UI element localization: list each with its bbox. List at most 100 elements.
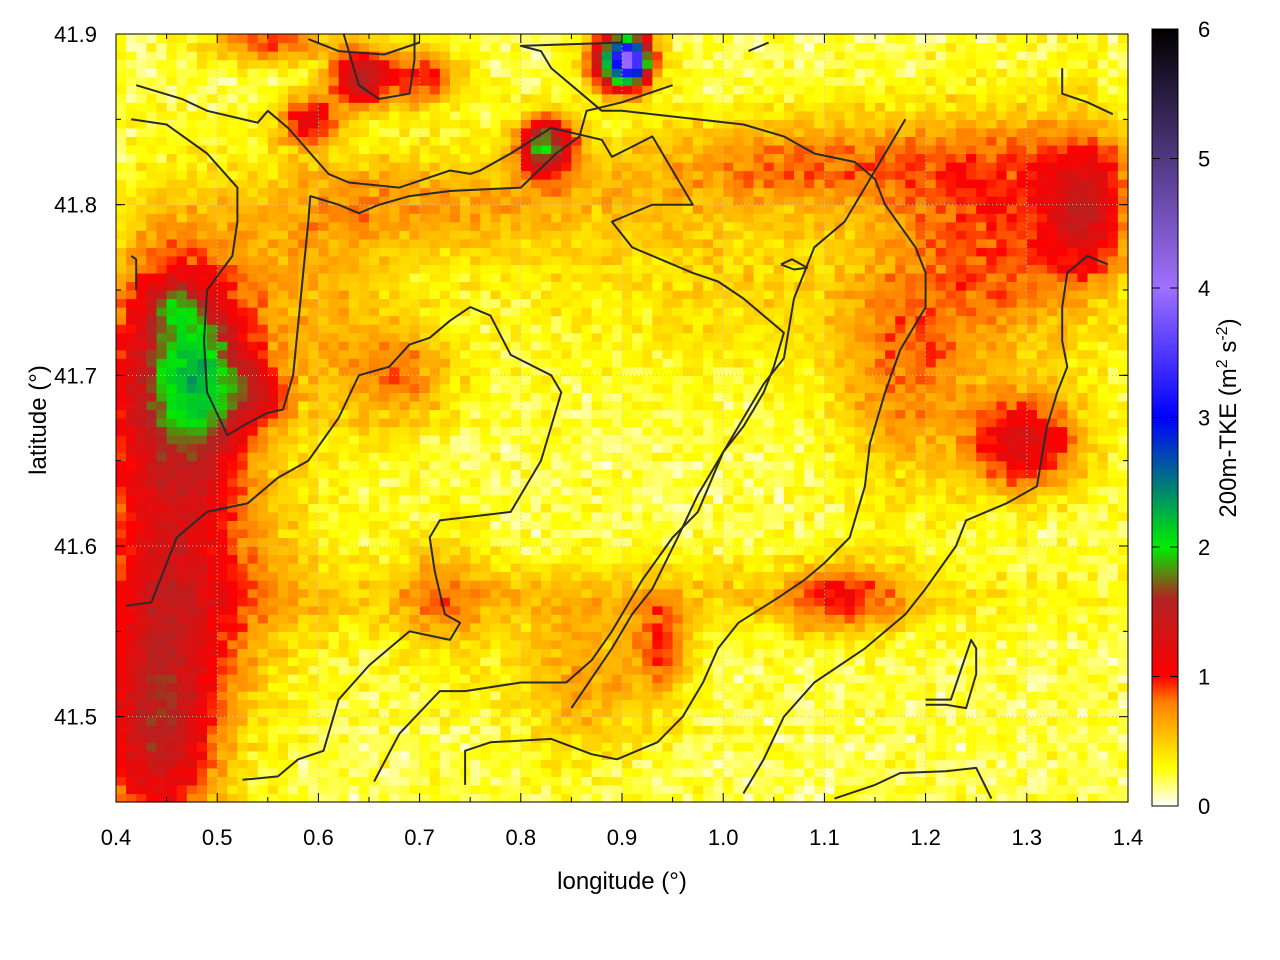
heatmap-cell (136, 767, 147, 777)
heatmap-cell (439, 264, 451, 274)
heatmap-cell (237, 691, 249, 701)
heatmap-cell (470, 85, 481, 95)
heatmap-cell (449, 153, 461, 163)
heatmap-cell (389, 136, 400, 146)
heatmap-cell (470, 93, 481, 103)
heatmap-cell (116, 315, 127, 325)
heatmap-cell (591, 247, 603, 257)
heatmap-cell (237, 76, 249, 86)
heatmap-cell (298, 179, 309, 189)
heatmap-cell (470, 716, 481, 726)
heatmap-cell (460, 93, 471, 103)
heatmap-cell (662, 759, 674, 769)
heatmap-cell (267, 409, 279, 419)
heatmap-cell (328, 255, 340, 265)
heatmap-cell (561, 68, 572, 78)
heatmap-cell (470, 452, 481, 462)
heatmap-cell (439, 605, 451, 615)
heatmap-cell (186, 409, 198, 419)
heatmap-cell (126, 750, 137, 760)
heatmap-cell (308, 187, 319, 197)
heatmap-cell (126, 648, 137, 658)
heatmap-cell (419, 298, 431, 308)
heatmap-cell (338, 656, 350, 667)
heatmap-cell (662, 51, 674, 61)
heatmap-cell (166, 767, 178, 777)
heatmap-cell (146, 426, 158, 436)
heatmap-cell (369, 494, 380, 504)
heatmap-cell (399, 776, 411, 786)
heatmap-cell (288, 708, 299, 718)
heatmap-cell (571, 622, 583, 632)
heatmap-cell (389, 68, 400, 78)
heatmap-cell (520, 315, 532, 325)
heatmap-cell (622, 674, 633, 684)
heatmap-cell (288, 119, 299, 129)
heatmap-cell (449, 443, 461, 453)
heatmap-cell (277, 136, 289, 146)
heatmap-cell (652, 725, 664, 735)
heatmap-cell (460, 136, 471, 146)
heatmap-cell (207, 742, 218, 752)
heatmap-cell (449, 213, 461, 223)
heatmap-cell (369, 42, 380, 52)
heatmap-cell (632, 375, 643, 385)
heatmap-cell (662, 153, 674, 163)
heatmap-cell (541, 443, 552, 453)
heatmap-cell (257, 272, 269, 283)
heatmap-cell (227, 477, 239, 487)
heatmap-cell (277, 349, 289, 359)
heatmap-cell (510, 520, 522, 530)
heatmap-cell (642, 503, 653, 513)
heatmap-cell (126, 503, 137, 513)
heatmap-cell (308, 665, 319, 675)
heatmap-cell (389, 691, 400, 701)
heatmap-cell (298, 366, 309, 376)
heatmap-cell (328, 656, 340, 667)
heatmap-cell (227, 656, 239, 667)
heatmap-cell (277, 272, 289, 283)
heatmap-cell (389, 213, 400, 223)
heatmap-cell (409, 426, 421, 436)
heatmap-cell (652, 460, 664, 470)
heatmap-cell (419, 136, 431, 146)
heatmap-cell (338, 179, 350, 189)
heatmap-cell (348, 375, 360, 385)
heatmap-cell (611, 221, 623, 231)
heatmap-cell (500, 102, 512, 112)
heatmap-cell (379, 776, 390, 786)
heatmap-cell (490, 708, 502, 718)
heatmap-cell (581, 127, 593, 137)
heatmap-cell (399, 691, 411, 701)
heatmap-cell (358, 307, 370, 317)
heatmap-cell (136, 366, 147, 376)
heatmap-cell (237, 674, 249, 684)
heatmap-cell (328, 691, 340, 701)
heatmap-cell (116, 528, 127, 539)
heatmap-cell (622, 477, 633, 487)
heatmap-cell (348, 204, 360, 214)
heatmap-cell (308, 793, 319, 803)
heatmap-cell (348, 119, 360, 129)
heatmap-cell (116, 110, 127, 120)
heatmap-cell (247, 213, 259, 223)
heatmap-cell (551, 392, 562, 402)
heatmap-cell (227, 76, 239, 86)
heatmap-cell (500, 486, 512, 496)
heatmap-cell (601, 674, 613, 684)
heatmap-cell (196, 750, 208, 760)
heatmap-cell (176, 511, 188, 521)
heatmap-cell (328, 452, 340, 462)
heatmap-cell (409, 341, 421, 351)
heatmap-cell (672, 554, 684, 564)
heatmap-cell (176, 656, 188, 667)
heatmap-cell (196, 784, 208, 795)
heatmap-cell (520, 520, 532, 530)
heatmap-cell (379, 460, 390, 470)
heatmap-cell (571, 511, 583, 521)
heatmap-cell (166, 264, 178, 274)
heatmap-cell (116, 776, 127, 786)
heatmap-cell (247, 708, 259, 718)
heatmap-cell (419, 528, 431, 539)
heatmap-cell (662, 162, 674, 172)
